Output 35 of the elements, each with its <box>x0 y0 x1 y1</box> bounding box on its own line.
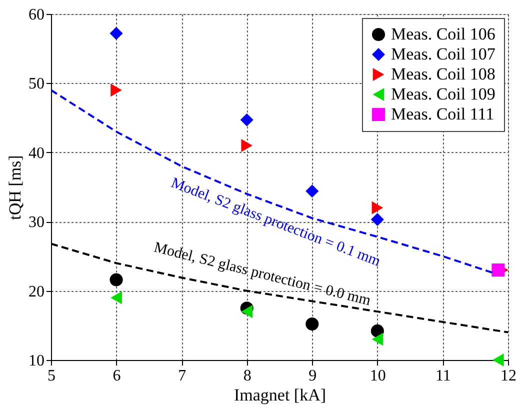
point <box>110 273 123 286</box>
point <box>370 213 384 226</box>
y-axis-title: tQH [ms] <box>6 155 24 220</box>
point <box>241 305 253 318</box>
x-tick-label: 10 <box>370 368 386 384</box>
legend-label: Meas. Coil 107 <box>391 44 496 64</box>
y-tick-label: 50 <box>28 76 44 93</box>
point <box>110 84 122 97</box>
point <box>241 138 253 152</box>
x-axis-title: Imagnet [kA] <box>234 386 326 404</box>
point <box>110 291 122 304</box>
point <box>372 201 384 214</box>
x-tick-label: 5 <box>48 368 56 384</box>
y-tick-label: 20 <box>28 283 44 300</box>
point <box>370 324 384 338</box>
legend-label: Meas. Coil 111 <box>391 104 494 124</box>
y-tick-label: 30 <box>28 214 44 232</box>
legend-label: Meas. Coil 108 <box>391 64 496 84</box>
x-tick-label: 8 <box>243 368 252 384</box>
x-tick-label: 6 <box>112 368 121 384</box>
legend-label: Meas. Coil 106 <box>391 24 496 44</box>
point <box>306 318 319 331</box>
x-tick-label: 11 <box>436 368 451 384</box>
x-tick-label: 9 <box>308 368 317 384</box>
y-tick-label: 40 <box>28 144 44 162</box>
point <box>492 353 504 367</box>
point <box>110 26 123 40</box>
legend-label: Meas. Coil 109 <box>391 84 496 104</box>
point <box>240 113 254 126</box>
point <box>306 184 319 198</box>
x-tick-label: 12 <box>500 368 516 384</box>
point <box>372 332 384 346</box>
y-tick-label: 60 <box>28 6 44 24</box>
x-tick-label: 7 <box>178 368 186 384</box>
y-tick-label: 10 <box>28 352 44 370</box>
